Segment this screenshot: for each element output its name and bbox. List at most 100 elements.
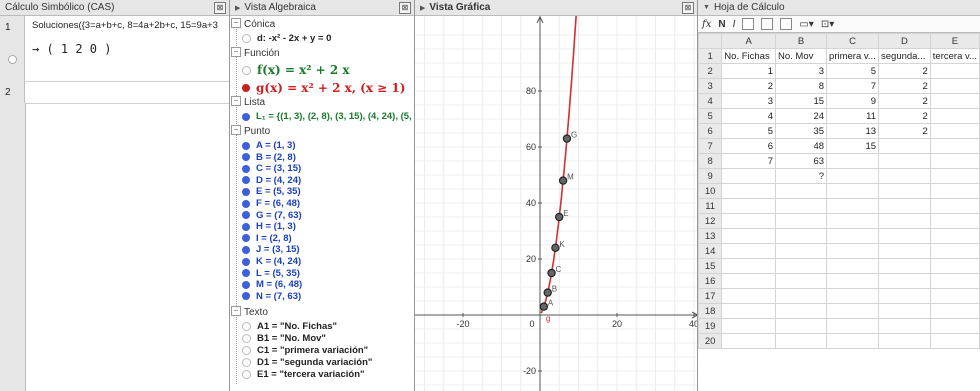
visibility-toggle-icon[interactable]	[242, 211, 250, 220]
column-header[interactable]: A	[721, 33, 776, 49]
table-cell[interactable]: 2	[721, 78, 776, 94]
table-cell[interactable]: 9	[826, 93, 880, 109]
algebra-item-f[interactable]: f(x) = x² + 2 x	[242, 62, 350, 78]
table-cell[interactable]	[721, 213, 776, 229]
align-center-icon[interactable]	[761, 18, 774, 30]
algebra-item-text[interactable]: B1 = "No. Mov"	[242, 332, 326, 345]
graphics-canvas[interactable]: -20 0 20 40 80 60 40 20 -20 G M E K C BAg	[415, 16, 698, 391]
table-cell[interactable]	[721, 273, 776, 289]
row-header[interactable]: 19	[698, 318, 723, 334]
algebra-item-point[interactable]: J = (3, 15)	[242, 243, 300, 256]
table-cell[interactable]	[826, 288, 880, 304]
cas-input-1[interactable]: Soluciones({3=a+b+c, 8=4a+2b+c, 15=9a+3	[32, 20, 218, 31]
table-cell[interactable]	[721, 288, 776, 304]
algebra-item-point[interactable]: C = (3, 15)	[242, 162, 301, 175]
table-cell[interactable]	[929, 93, 980, 109]
algebra-item-point[interactable]: B = (2, 8)	[242, 151, 296, 164]
table-cell[interactable]	[826, 303, 880, 319]
table-cell[interactable]	[929, 123, 980, 139]
table-cell[interactable]	[721, 168, 776, 184]
table-cell[interactable]	[929, 168, 980, 184]
table-cell[interactable]	[878, 333, 931, 349]
algebra-item-text[interactable]: C1 = "primera variación"	[242, 344, 368, 357]
table-cell[interactable]	[878, 288, 931, 304]
border-icon[interactable]: ⊡▾	[820, 18, 835, 30]
table-cell[interactable]	[929, 108, 980, 124]
table-cell[interactable]: 11	[826, 108, 880, 124]
table-cell[interactable]	[929, 78, 980, 94]
table-cell[interactable]	[721, 198, 776, 214]
table-cell[interactable]	[826, 153, 880, 169]
table-cell[interactable]	[774, 228, 828, 244]
visibility-toggle-icon[interactable]	[242, 222, 250, 231]
row-header[interactable]: 5	[698, 108, 723, 124]
cas-close-icon[interactable]: ⊠	[214, 2, 226, 14]
table-cell[interactable]: 2	[878, 108, 931, 124]
fx-button[interactable]: fx	[702, 18, 712, 30]
table-cell[interactable]	[878, 243, 931, 259]
table-cell[interactable]	[878, 183, 931, 199]
table-cell[interactable]	[929, 273, 980, 289]
table-cell[interactable]	[878, 273, 931, 289]
collapse-triangle-icon[interactable]: ▶	[235, 4, 241, 12]
table-cell[interactable]: 4	[721, 108, 776, 124]
row-header[interactable]: 3	[698, 78, 723, 94]
table-cell[interactable]	[721, 228, 776, 244]
table-cell[interactable]: 5	[826, 63, 880, 79]
table-cell[interactable]	[721, 318, 776, 334]
table-cell[interactable]: 15	[826, 138, 880, 154]
table-cell[interactable]: tercera v...	[929, 48, 980, 64]
visibility-toggle-icon[interactable]	[242, 84, 250, 92]
table-cell[interactable]	[878, 138, 931, 154]
table-cell[interactable]	[929, 138, 980, 154]
table-cell[interactable]: No. Fichas	[721, 48, 776, 64]
visibility-toggle-icon[interactable]	[242, 269, 250, 278]
table-cell[interactable]	[826, 198, 880, 214]
table-cell[interactable]	[929, 63, 980, 79]
italic-button[interactable]: I	[732, 18, 736, 30]
algebra-item-d[interactable]: d: -x² - 2x + y = 0	[242, 32, 331, 45]
group-texto[interactable]: Texto	[231, 306, 268, 318]
algebra-item-point[interactable]: I = (2, 8)	[242, 232, 292, 245]
visibility-toggle-icon[interactable]	[242, 199, 250, 208]
visibility-toggle-icon[interactable]	[242, 65, 251, 75]
table-cell[interactable]: 24	[774, 108, 828, 124]
cas-row-2[interactable]: 2	[0, 81, 229, 104]
algebra-item-point[interactable]: H = (1, 3)	[242, 220, 296, 233]
visibility-toggle-icon[interactable]	[242, 34, 251, 43]
row-header[interactable]: 17	[698, 288, 723, 304]
algebra-item-point[interactable]: D = (4, 24)	[242, 174, 301, 187]
collapse-triangle-icon[interactable]: ▶	[420, 4, 426, 12]
visibility-toggle-icon[interactable]	[242, 112, 250, 121]
group-punto[interactable]: Punto	[230, 125, 270, 137]
table-cell[interactable]: 7	[826, 78, 880, 94]
table-cell[interactable]	[929, 153, 980, 169]
row-header[interactable]: 2	[698, 63, 723, 79]
visibility-toggle-icon[interactable]	[242, 346, 251, 355]
table-cell[interactable]	[929, 198, 980, 214]
table-cell[interactable]	[929, 243, 980, 259]
table-cell[interactable]: 48	[774, 138, 828, 154]
table-cell[interactable]: 8	[774, 78, 828, 94]
visibility-toggle-icon[interactable]	[242, 153, 250, 162]
table-cell[interactable]	[878, 258, 931, 274]
collapse-triangle-icon[interactable]: ▼	[703, 4, 710, 11]
row-header[interactable]: 9	[698, 168, 723, 184]
algebra-item-point[interactable]: N = (7, 63)	[242, 290, 301, 303]
table-cell[interactable]	[826, 168, 880, 184]
table-cell[interactable]	[774, 333, 828, 349]
align-right-icon[interactable]	[780, 18, 793, 30]
row-header[interactable]: 1	[698, 48, 723, 64]
algebra-item-text[interactable]: D1 = "segunda variación"	[242, 356, 372, 369]
algebra-item-l1[interactable]: L₁ = {(1, 3), (2, 8), (3, 15), (4, 24), …	[242, 110, 412, 123]
column-header[interactable]: D	[878, 33, 931, 49]
table-cell[interactable]	[774, 303, 828, 319]
table-cell[interactable]	[929, 228, 980, 244]
table-cell[interactable]	[774, 288, 828, 304]
group-lista[interactable]: Lista	[230, 96, 265, 108]
fill-color-icon[interactable]: ▭▾	[799, 18, 814, 30]
table-cell[interactable]	[774, 258, 828, 274]
table-cell[interactable]	[826, 318, 880, 334]
row-header[interactable]: 13	[698, 228, 723, 244]
row-header[interactable]: 20	[698, 333, 723, 349]
